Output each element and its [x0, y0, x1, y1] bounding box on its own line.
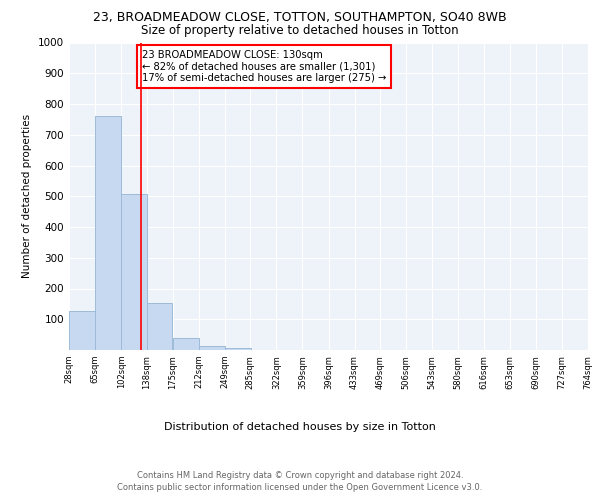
Text: 23 BROADMEADOW CLOSE: 130sqm
← 82% of detached houses are smaller (1,301)
17% of: 23 BROADMEADOW CLOSE: 130sqm ← 82% of de… [142, 50, 386, 84]
Bar [147, 304, 172, 350]
Bar [225, 348, 251, 350]
Bar [69, 311, 95, 350]
Bar [121, 194, 147, 350]
Text: Distribution of detached houses by size in Totton: Distribution of detached houses by size … [164, 422, 436, 432]
Text: Contains HM Land Registry data © Crown copyright and database right 2024.: Contains HM Land Registry data © Crown c… [137, 471, 463, 480]
Text: Size of property relative to detached houses in Totton: Size of property relative to detached ho… [141, 24, 459, 37]
Bar [95, 116, 121, 350]
Text: 23, BROADMEADOW CLOSE, TOTTON, SOUTHAMPTON, SO40 8WB: 23, BROADMEADOW CLOSE, TOTTON, SOUTHAMPT… [93, 11, 507, 24]
Bar [199, 346, 224, 350]
Text: Contains public sector information licensed under the Open Government Licence v3: Contains public sector information licen… [118, 484, 482, 492]
Bar [173, 338, 199, 350]
Y-axis label: Number of detached properties: Number of detached properties [22, 114, 32, 278]
